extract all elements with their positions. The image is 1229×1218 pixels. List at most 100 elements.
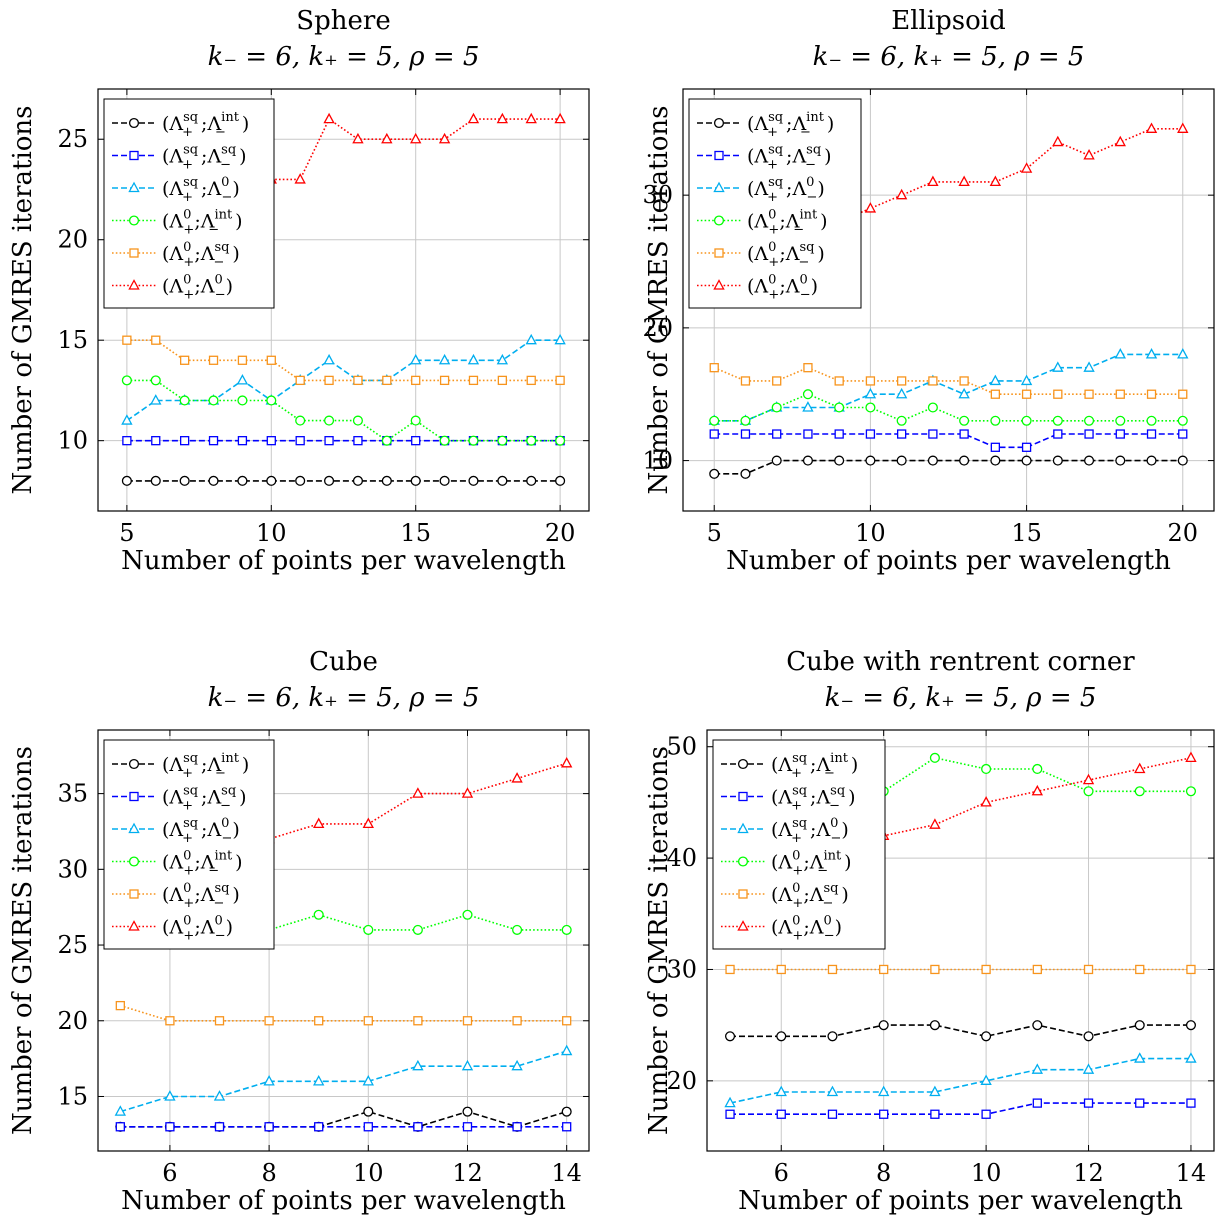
data-point [981, 964, 991, 975]
data-point [468, 375, 479, 386]
data-point [525, 112, 537, 124]
data-point [802, 389, 813, 400]
y-tick-label: 50 [666, 733, 697, 761]
y-tick-label: 10 [642, 447, 673, 475]
data-point [114, 1105, 127, 1116]
data-point [1178, 389, 1188, 399]
data-point [352, 415, 363, 426]
data-point [213, 1090, 226, 1101]
legend: (Λsq + ;Λint −)(Λsq + ;Λsq −)(Λsq + ;Λ0 −)(Λ0 +;Λi… [103, 739, 275, 950]
plot-frame [682, 88, 1215, 512]
data-point [864, 387, 877, 399]
data-point [990, 442, 1001, 452]
data-point [879, 964, 889, 975]
plot-frame [97, 729, 590, 1152]
data-point [295, 375, 305, 386]
data-point [512, 924, 523, 935]
data-point [930, 964, 940, 975]
data-point [467, 112, 480, 124]
data-point [439, 475, 450, 486]
legend-label: (Λsq + ;Λ0 −) [747, 175, 825, 205]
data-point [1177, 122, 1189, 133]
legend-swatch-marker [738, 889, 748, 899]
y-tick-label: 20 [666, 1067, 697, 1095]
data-point [439, 435, 450, 446]
data-point [165, 1016, 175, 1026]
data-point [896, 415, 907, 426]
data-point [1082, 1063, 1095, 1074]
data-point [771, 455, 782, 466]
data-point [561, 924, 572, 935]
data-point [865, 429, 876, 439]
y-axis-label: Number of GMRES iterations [8, 746, 38, 1135]
legend-label: (Λsq + ;Λsq −) [162, 143, 247, 173]
data-point [1146, 429, 1157, 439]
data-point [802, 455, 813, 466]
data-point [981, 763, 992, 775]
data-point [1052, 361, 1064, 372]
data-point [410, 353, 422, 365]
data-point [562, 1122, 572, 1132]
legend-swatch-marker [737, 856, 749, 867]
y-tick-label: 25 [57, 931, 88, 959]
y-tick-label: 25 [57, 125, 88, 153]
data-point [413, 1122, 423, 1132]
series-line-1 [120, 1110, 567, 1128]
legend-label: (Λsq + ;Λsq −) [162, 784, 247, 814]
data-point [323, 112, 335, 124]
data-point [412, 924, 423, 935]
data-point [1021, 442, 1032, 452]
y-tick-label: 15 [57, 326, 88, 354]
legend-label: (Λsq + ;Λ0 −) [162, 816, 240, 846]
data-point [295, 475, 306, 486]
data-point [412, 1059, 424, 1071]
x-tick-label: 5 [119, 519, 134, 547]
series-line-4 [729, 756, 1191, 815]
data-point [1115, 429, 1125, 439]
x-tick-label: 10 [855, 519, 886, 547]
data-point [896, 429, 907, 439]
series-line-4 [126, 379, 561, 442]
y-tick-label: 20 [57, 1007, 88, 1035]
x-tick-label: 20 [545, 519, 576, 547]
data-point [1021, 455, 1032, 466]
data-point [1020, 374, 1033, 386]
data-point [324, 375, 334, 386]
legend-swatch-marker [129, 248, 139, 258]
data-point [462, 909, 473, 920]
legend-label: (Λsq + ;Λint −) [162, 751, 249, 781]
y-tick-label: 20 [642, 314, 673, 342]
data-point [980, 1074, 992, 1085]
legend-label: (Λsq + ;Λint −) [747, 110, 834, 140]
data-point [803, 429, 813, 439]
data-point [1032, 964, 1042, 975]
x-tick-label: 14 [1176, 1159, 1207, 1187]
legend-box [688, 98, 862, 309]
data-point [864, 202, 877, 213]
data-point [1177, 415, 1188, 426]
y-axis-label: Number of GMRES iterations [644, 746, 674, 1135]
x-axis-label: Number of points per wavelength [121, 1186, 566, 1216]
data-point [122, 436, 132, 446]
data-point [150, 394, 162, 405]
data-point [362, 817, 374, 829]
data-point [724, 1096, 736, 1108]
data-point [709, 415, 720, 426]
y-tick-label: 20 [57, 226, 88, 254]
plot-frame [97, 88, 590, 512]
data-point [803, 363, 813, 373]
data-point [834, 429, 844, 439]
x-tick-label: 20 [1167, 519, 1198, 547]
data-point [560, 1044, 573, 1056]
data-point [179, 355, 190, 365]
legend-box [712, 739, 886, 950]
chart-subtitle: k₋ = 6, k₊ = 5, ρ = 5 [208, 683, 480, 713]
data-point [561, 1106, 572, 1117]
data-point [179, 395, 190, 406]
data-point [554, 112, 566, 124]
y-axis-label: Number of GMRES iterations [8, 105, 38, 494]
data-point [1052, 455, 1063, 466]
data-point [827, 1031, 838, 1042]
data-point [526, 475, 537, 486]
x-tick-label: 10 [256, 519, 287, 547]
